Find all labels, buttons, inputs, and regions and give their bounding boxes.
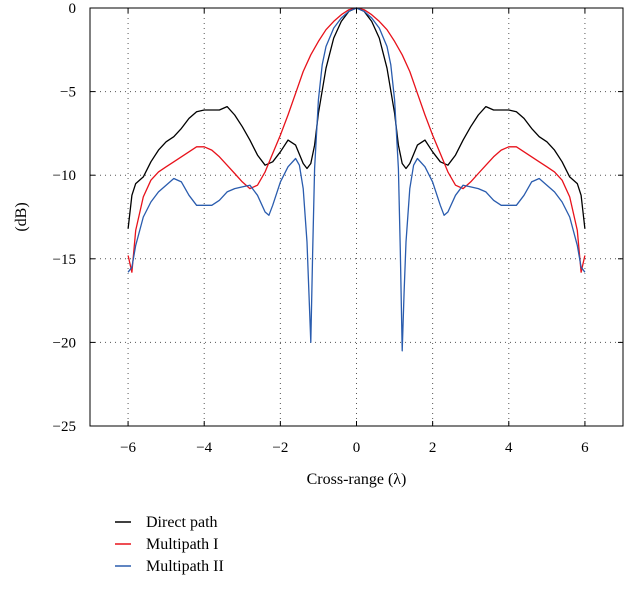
x-tick-label: 6 — [581, 440, 589, 456]
axis-ticks: −6 −4 −2 0 2 4 60−5−10−15−20−25 — [53, 1, 623, 456]
x-tick-label: 0 — [353, 440, 361, 456]
y-axis-title: (dB) — [13, 202, 30, 231]
x-axis-title: Cross-range (λ) — [307, 471, 407, 488]
y-tick-label: −5 — [60, 85, 76, 101]
y-tick-label: −20 — [53, 335, 76, 351]
legend-label: Direct path — [146, 514, 218, 531]
x-tick-label: −2 — [272, 440, 288, 456]
y-tick-label: 0 — [69, 1, 77, 17]
y-tick-label: −25 — [53, 419, 76, 435]
y-tick-label: −10 — [53, 168, 76, 184]
legend-label: Multipath I — [146, 536, 218, 553]
x-tick-label: 4 — [505, 440, 513, 456]
y-tick-label: −15 — [53, 252, 76, 268]
legend: Direct path Multipath I Multipath II — [115, 514, 224, 575]
x-tick-label: 2 — [429, 440, 437, 456]
legend-label: Multipath II — [146, 558, 224, 575]
x-tick-label: −4 — [196, 440, 212, 456]
x-tick-label: −6 — [120, 440, 136, 456]
